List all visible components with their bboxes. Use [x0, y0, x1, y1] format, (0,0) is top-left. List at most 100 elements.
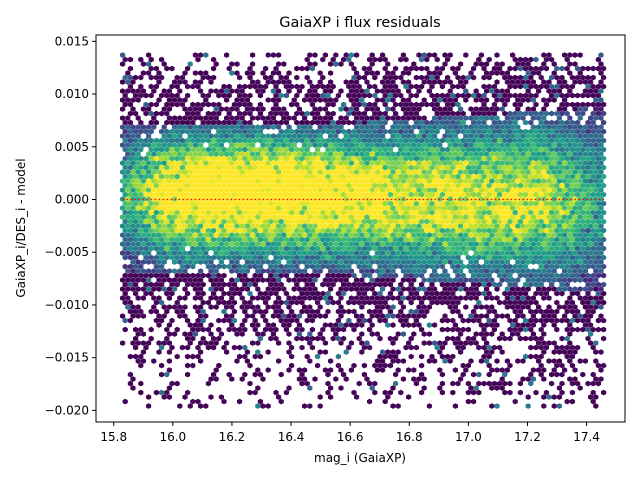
hex-cell — [564, 263, 570, 270]
hex-cell — [569, 209, 575, 216]
hex-cell — [255, 241, 261, 247]
hex-cell — [361, 209, 367, 216]
hex-cell — [185, 146, 191, 153]
hex-cell — [328, 187, 334, 193]
hex-cell — [122, 119, 128, 126]
hex-cell — [218, 223, 224, 229]
hex-cell — [543, 56, 549, 63]
hex-cell — [247, 200, 253, 207]
hex-cell — [463, 133, 469, 139]
hex-cell — [369, 61, 375, 67]
hex-cell — [569, 74, 575, 81]
hex-cell — [504, 88, 510, 94]
hex-cell — [325, 218, 331, 225]
hex-cell — [369, 259, 375, 265]
hex-cell — [458, 214, 464, 220]
hex-cell — [257, 218, 263, 225]
hex-cell — [445, 92, 451, 99]
hex-cell — [517, 128, 523, 135]
hex-cell — [239, 232, 245, 238]
hex-cell — [374, 88, 380, 94]
hex-cell — [437, 178, 443, 184]
hex-cell — [512, 245, 518, 252]
hex-cell — [551, 61, 557, 67]
hex-cell — [130, 88, 136, 94]
hex-cell — [447, 232, 453, 238]
hex-cell — [239, 295, 245, 301]
hex-cell — [458, 205, 464, 211]
hex-cell — [268, 281, 274, 288]
hex-cell — [517, 173, 523, 180]
hex-cell — [585, 155, 591, 162]
hex-cell — [406, 340, 412, 346]
hex-cell — [400, 259, 406, 265]
hex-cell — [380, 97, 386, 103]
hex-cell — [216, 182, 222, 189]
hex-cell — [341, 263, 347, 270]
hex-cell — [200, 101, 206, 108]
hex-cell — [476, 236, 482, 243]
hex-cell — [580, 200, 586, 207]
hex-cell — [489, 268, 495, 274]
hex-cell — [234, 223, 240, 229]
hex-cell — [250, 142, 256, 148]
hex-cell — [564, 254, 570, 261]
hex-cell — [551, 142, 557, 148]
hex-cell — [494, 295, 500, 301]
hex-cell — [237, 83, 243, 90]
hex-cell — [447, 52, 453, 58]
hex-cell — [377, 146, 383, 153]
hex-cell — [473, 178, 479, 184]
hex-cell — [411, 124, 417, 130]
hex-cell — [564, 191, 570, 198]
hex-cell — [434, 74, 440, 81]
hex-cell — [502, 155, 508, 162]
hex-cell — [442, 187, 448, 193]
hex-cell — [242, 254, 248, 261]
hex-cell — [515, 358, 521, 364]
hex-cell — [577, 205, 583, 211]
hex-cell — [234, 124, 240, 130]
hex-cell — [564, 326, 570, 333]
hex-cell — [268, 263, 274, 270]
hex-cell — [549, 191, 555, 198]
hex-cell — [351, 65, 357, 72]
hex-cell — [125, 115, 131, 121]
hex-cell — [512, 308, 518, 315]
hex-cell — [533, 227, 539, 234]
hex-cell — [255, 196, 261, 202]
hex-cell — [382, 164, 388, 171]
hex-cell — [229, 133, 235, 139]
hex-cell — [426, 205, 432, 211]
hex-cell — [476, 191, 482, 198]
hex-cell — [338, 268, 344, 274]
hex-cell — [416, 133, 422, 139]
hex-cell — [133, 173, 139, 180]
hex-cell — [172, 232, 178, 238]
hex-cell — [283, 92, 289, 99]
hex-cell — [166, 232, 172, 238]
hex-cell — [575, 191, 581, 198]
hex-cell — [143, 173, 149, 180]
hex-cell — [127, 227, 133, 234]
hex-cell — [398, 299, 404, 306]
hex-cell — [133, 191, 139, 198]
hex-cell — [127, 272, 133, 279]
hex-cell — [161, 304, 167, 310]
hex-cell — [507, 119, 513, 126]
hex-cell — [549, 137, 555, 144]
hex-cell — [387, 254, 393, 261]
hex-cell — [224, 169, 230, 175]
hex-cell — [289, 308, 295, 315]
hex-cell — [143, 92, 149, 99]
hex-cell — [564, 272, 570, 279]
hex-cell — [380, 358, 386, 364]
hex-cell — [398, 245, 404, 252]
hex-cell — [598, 250, 604, 256]
hex-cell — [567, 232, 573, 238]
hex-cell — [343, 322, 349, 328]
hex-cell — [312, 169, 318, 175]
hex-cell — [242, 119, 248, 126]
hex-cell — [351, 362, 357, 369]
hex-cell — [481, 290, 487, 297]
